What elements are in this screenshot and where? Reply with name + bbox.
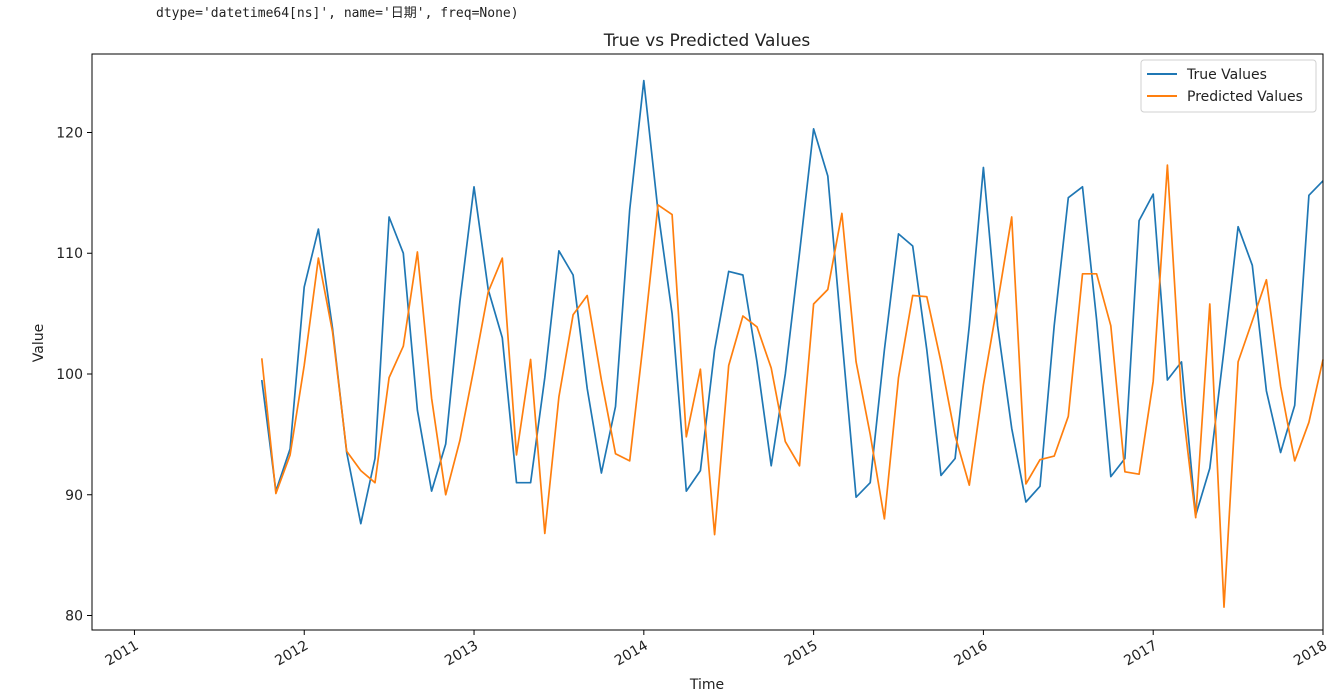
plot-area [260,79,1324,608]
plot-frame [91,53,1324,631]
legend: True Values Predicted Values [1140,59,1317,113]
x-tick-label: 2013 [442,638,481,670]
y-tick-label: 80 [65,609,83,625]
x-tick-label: 2014 [612,638,651,670]
output-text: dtype='datetime64[ns]', name='日期', freq=… [156,6,519,21]
x-axis: 2011 2012 2013 2014 2015 2016 2017 2018 [103,630,1330,669]
y-axis-label: Value [31,324,47,362]
y-tick-label: 120 [56,125,83,141]
x-tick-label: 2016 [952,638,991,670]
series-line-true-values [260,79,1324,525]
x-tick-label: 2018 [1291,638,1330,670]
series-line-predicted-values [260,164,1324,608]
x-axis-label: Time [689,677,724,693]
x-tick-label: 2011 [103,638,142,670]
chart-title: True vs Predicted Values [603,31,811,51]
y-tick-label: 110 [56,246,83,262]
x-tick-label: 2012 [272,638,311,670]
x-tick-label: 2015 [782,638,821,670]
y-axis: 80 90 100 110 120 [56,125,92,625]
x-tick-label: 2017 [1121,638,1160,670]
y-tick-label: 90 [65,488,83,504]
y-tick-label: 100 [56,367,83,383]
legend-box [1140,59,1317,113]
legend-label-pred: Predicted Values [1187,89,1303,105]
legend-label-true: True Values [1186,67,1267,83]
